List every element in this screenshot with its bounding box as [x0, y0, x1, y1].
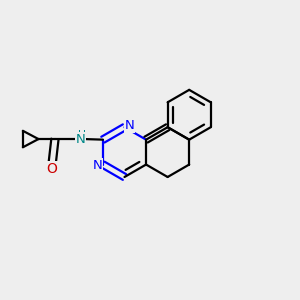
Text: N: N [125, 119, 135, 132]
Text: H: H [78, 130, 86, 140]
Text: N: N [76, 133, 85, 146]
Text: N: N [93, 159, 102, 172]
Text: O: O [46, 162, 57, 176]
